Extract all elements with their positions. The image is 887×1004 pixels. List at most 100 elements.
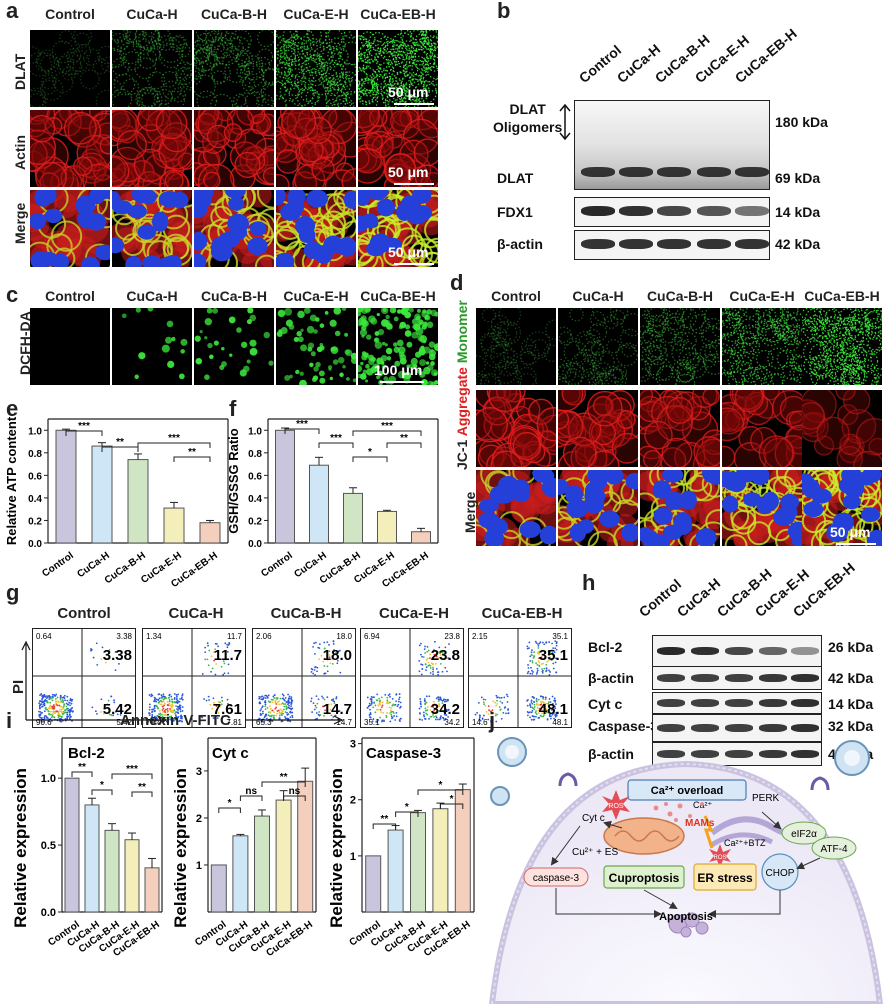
bar xyxy=(84,804,100,913)
a-tile xyxy=(112,110,192,187)
h-row-label: Cyt c xyxy=(588,696,623,712)
flow-quadrant-value: 1.34 xyxy=(146,632,162,641)
jc1-text: JC-1 xyxy=(454,439,470,470)
y-axis-label: Relative expression xyxy=(327,768,346,928)
panel-h-letter: h xyxy=(582,570,596,595)
panel-d-letter: d xyxy=(450,270,464,295)
y-tick-label: 3 xyxy=(196,766,202,778)
blot-band xyxy=(691,750,719,758)
nanoparticle-icon-right xyxy=(834,740,870,776)
flow-quadrant-value: 34.2 xyxy=(444,718,460,727)
kda-14: 14 kDa xyxy=(775,204,821,220)
flow-quadrant-value: 14.7 xyxy=(336,718,352,727)
gsh-bar-chart: 0.00.20.40.60.81.0ControlCuCa-HCuCa-B-HC… xyxy=(226,418,439,590)
significance-bracket xyxy=(284,428,320,434)
a-tile xyxy=(276,190,356,267)
mechanism-schematic: Ca²⁺ overload MAMs Ca²⁺ Ca²⁺+BTZ ROS ROS… xyxy=(488,737,884,1004)
flow-quadrant-value: 48.1 xyxy=(552,718,568,727)
a-tile xyxy=(194,110,274,187)
g-col-label: Control xyxy=(57,605,111,622)
bar xyxy=(64,777,80,913)
a-tile xyxy=(358,190,438,267)
blot-band xyxy=(759,699,787,707)
significance-mark: ns xyxy=(245,786,257,797)
x-tick-label: Control xyxy=(40,550,76,580)
chop-label: CHOP xyxy=(766,868,795,879)
a-tile xyxy=(30,190,110,267)
blot-band xyxy=(759,674,787,682)
y-tick-label: 0.8 xyxy=(28,449,42,460)
dlat-oligomers-line2: Oligomers xyxy=(493,119,563,135)
bar xyxy=(163,507,185,544)
bar xyxy=(365,855,382,913)
y-tick-label: 0.0 xyxy=(28,539,42,550)
flow-quadrant-value: 18.0 xyxy=(323,647,352,664)
significance-bracket xyxy=(173,456,211,462)
y-tick-label: 1 xyxy=(196,860,202,872)
flow-quadrant-value: 5.42 xyxy=(103,701,132,718)
a-tile xyxy=(30,30,110,107)
panel-g-letter: g xyxy=(6,580,20,605)
blot-band xyxy=(619,167,653,177)
significance-bracket xyxy=(131,791,153,797)
h-row-label: β-actin xyxy=(588,746,634,762)
bar xyxy=(343,492,363,544)
g-col-label: CuCa-EB-H xyxy=(481,605,563,622)
cytc-label: Cyt c xyxy=(582,813,605,824)
significance-mark: ** xyxy=(116,437,124,448)
flow-quadrant-value: 3.38 xyxy=(116,632,132,641)
panel-a-letter: a xyxy=(6,0,19,23)
panel-i-letter: i xyxy=(6,708,13,733)
d-tile-monomer xyxy=(476,308,556,385)
er-stress-label: ER stress xyxy=(697,871,753,885)
chart-title: Caspase-3 xyxy=(366,745,441,762)
y-tick-label: 1 xyxy=(350,851,356,863)
blot-band xyxy=(735,167,769,177)
significance-mark: *** xyxy=(330,433,342,444)
significance-bracket xyxy=(111,773,153,779)
bar xyxy=(232,835,249,913)
receptor-icon-left xyxy=(558,772,578,787)
bar xyxy=(275,799,292,913)
aggregate-text: Aggregate xyxy=(454,367,470,437)
a-scale-2: 50 μm xyxy=(388,164,429,180)
y-tick-label: 0.2 xyxy=(248,516,262,527)
a-col-label: CuCa-EB-H xyxy=(360,6,436,22)
significance-mark: ** xyxy=(78,762,86,773)
g-annexin-axis-label: Annexin V-FITC xyxy=(120,712,231,729)
blot-band xyxy=(725,647,753,655)
c-col-label: CuCa-H xyxy=(126,288,178,304)
blot-band xyxy=(759,647,787,655)
d-tile-aggregate xyxy=(640,390,720,467)
significance-bracket xyxy=(218,807,241,813)
bar xyxy=(104,829,120,913)
g-col-label: CuCa-E-H xyxy=(379,605,449,622)
significance-mark: * xyxy=(368,447,372,458)
d-col-label: CuCa-EB-H xyxy=(804,288,880,304)
panel-j-letter: j xyxy=(489,708,496,733)
flow-quadrant-value: 35.1 xyxy=(364,718,380,727)
flow-quadrant-value: 0.64 xyxy=(36,632,52,641)
h-lane-label: Control xyxy=(635,575,685,620)
nanoparticle-icon-left xyxy=(490,737,527,806)
blot-band xyxy=(619,206,653,216)
y-tick-label: 0.6 xyxy=(28,471,42,482)
bar xyxy=(309,464,329,544)
significance-mark: ** xyxy=(400,433,408,444)
blot-band xyxy=(725,674,753,682)
d-tile-merge xyxy=(722,470,802,546)
bcl2-bar-chart: 0.00.51.0ControlCuCa-HCuCa-B-HCuCa-E-HCu… xyxy=(11,737,163,959)
bar xyxy=(275,429,295,544)
b-lane-label: Control xyxy=(575,41,625,86)
significance-bracket xyxy=(352,456,388,462)
panel-e-letter: e xyxy=(6,396,19,421)
y-tick-label: 2 xyxy=(196,813,202,825)
blot-band xyxy=(697,239,731,249)
a-col-label: CuCa-H xyxy=(126,6,178,22)
significance-bracket xyxy=(101,446,139,452)
significance-mark: *** xyxy=(296,419,308,430)
blot-band xyxy=(691,724,719,732)
significance-mark: * xyxy=(228,798,232,809)
y-tick-label: 1.0 xyxy=(28,426,42,437)
b-actin-label: β-actin xyxy=(497,236,543,252)
